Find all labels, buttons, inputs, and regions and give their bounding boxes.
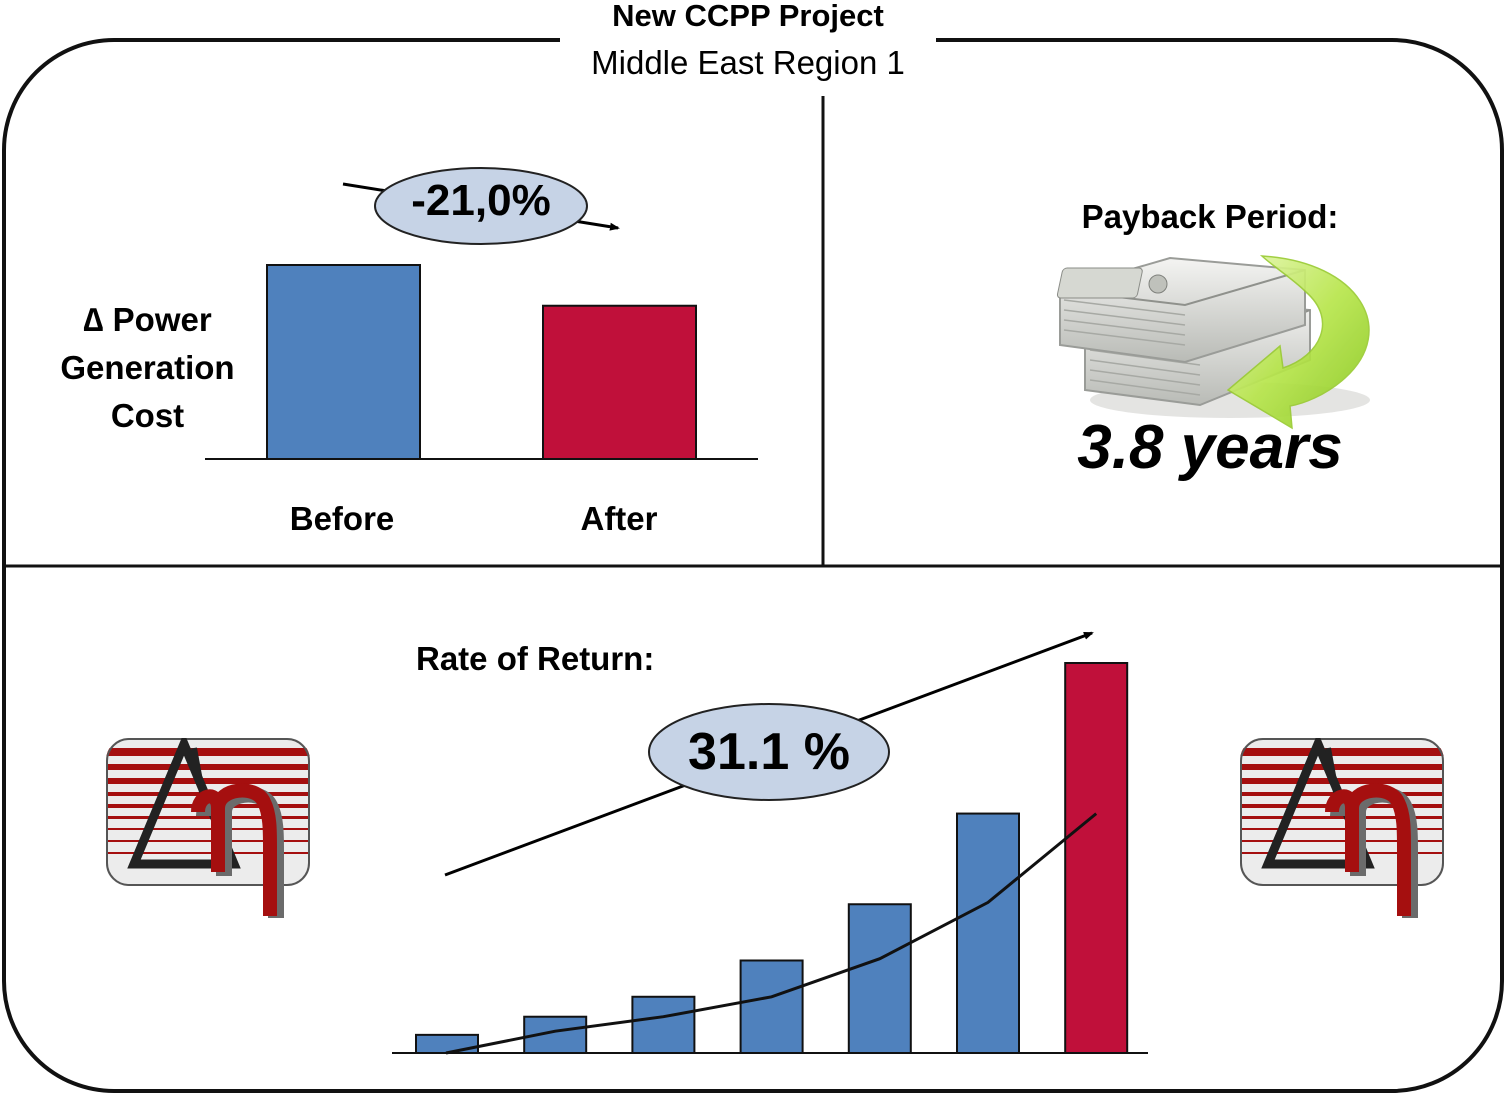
delta-eta-logo-left — [106, 738, 310, 918]
payback-title: Payback Period: — [1081, 198, 1339, 235]
return-bar-4 — [739, 959, 804, 1054]
return-bar-chart — [415, 662, 1129, 1055]
return-trend-line — [445, 812, 1098, 1055]
payback-value: 3.8 years — [1077, 413, 1343, 482]
return-bar-6 — [956, 812, 1020, 1055]
cost-bar-after — [542, 304, 697, 460]
page-subtitle: Middle East Region 1 — [591, 44, 905, 81]
header: New CCPP Project Middle East Region 1 — [560, 0, 936, 92]
category-label-after: After — [580, 500, 658, 537]
return-title: Rate of Return: — [416, 640, 655, 677]
return-value-pill — [648, 703, 890, 801]
cost-axis-label: ∆ Power Generation Cost — [60, 301, 235, 434]
return-bar-5 — [847, 903, 912, 1054]
category-label-before: Before — [289, 500, 395, 537]
return-value-label: 31.1 % — [688, 723, 850, 781]
cost-change-label: -21,0% — [411, 176, 551, 225]
money-stack-with-arrow-icon — [1056, 255, 1370, 430]
return-bar-3 — [631, 995, 696, 1055]
return-bar-1 — [415, 1033, 479, 1055]
cost-change-pill — [374, 167, 588, 245]
page-title: New CCPP Project — [612, 0, 884, 33]
cost-bar-chart — [266, 264, 697, 460]
delta-eta-logo-right — [1240, 738, 1444, 918]
return-bar-7 — [1064, 662, 1129, 1054]
cost-bar-before — [266, 264, 421, 460]
